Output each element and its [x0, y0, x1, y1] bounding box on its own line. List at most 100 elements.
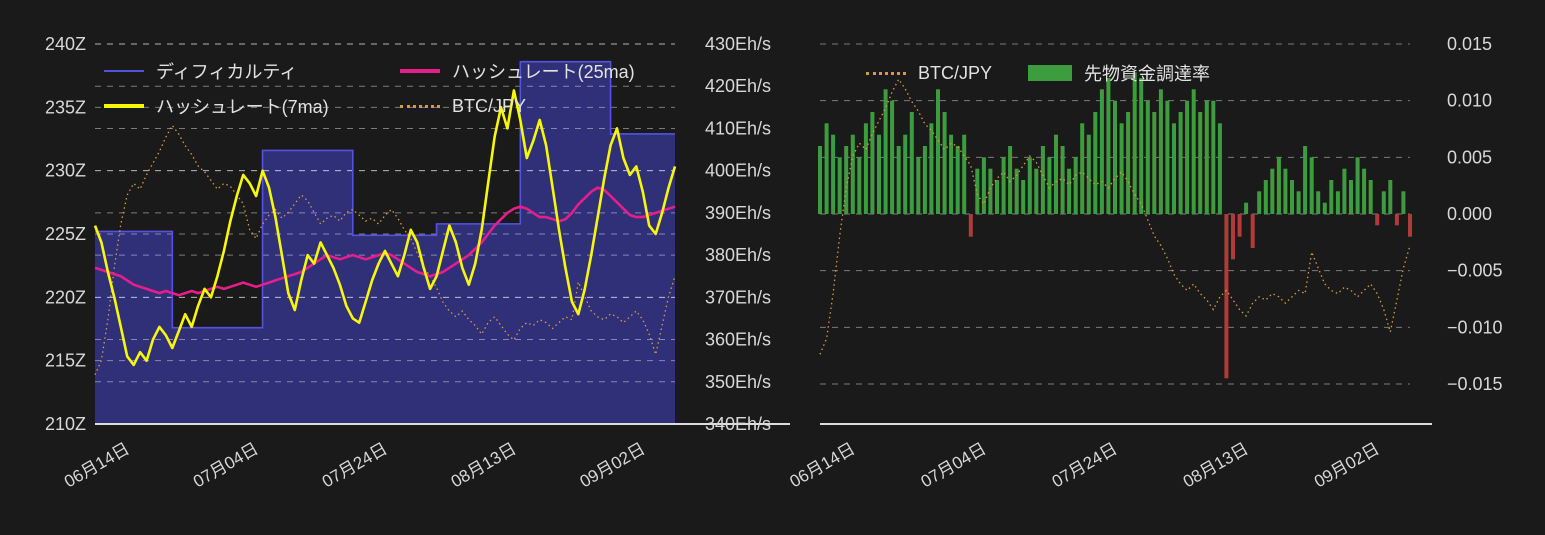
- funding-bar: [850, 134, 855, 214]
- funding-bar: [1152, 112, 1157, 214]
- legend-label-funding-rate: 先物資金調達率: [1084, 64, 1211, 84]
- funding-bar: [1335, 191, 1340, 214]
- legend-item-hashrate-7ma: ハッシュレート(7ma): [104, 95, 400, 117]
- funding-bar: [1349, 180, 1353, 214]
- hashrate-axis-tick-label: 370Eh/s: [705, 287, 771, 307]
- btcjpy-line-swatch-right: [866, 71, 906, 75]
- funding-bar: [1394, 214, 1399, 226]
- right-chart-legend: BTC/JPY 先物資金調達率: [866, 62, 1210, 84]
- funding-bar: [1322, 202, 1327, 214]
- funding-bar: [1362, 168, 1367, 214]
- funding-bar: [1054, 134, 1058, 214]
- funding-bar: [857, 157, 862, 214]
- funding-bar: [896, 146, 901, 214]
- funding-bar: [981, 157, 986, 214]
- funding-bar: [837, 157, 842, 214]
- funding-axis-tick-label: 0.005: [1447, 147, 1492, 167]
- funding-bar: [1388, 180, 1393, 214]
- legend-label-hashrate-7ma: ハッシュレート(7ma): [156, 97, 329, 117]
- hashrate-axis-tick-label: 340Eh/s: [705, 414, 771, 434]
- date-axis-tick-label: 06月14日: [787, 439, 859, 491]
- funding-bar: [903, 134, 908, 214]
- funding-bar: [863, 123, 868, 214]
- funding-bar: [1113, 100, 1117, 214]
- funding-bar: [1342, 168, 1347, 214]
- difficulty-hashrate-chart: 240Z 235Z 230Z 225Z 220Z 215Z 210Z 430Eh/s 420Eh…: [45, 34, 790, 491]
- hashrate-axis-tick-label: 430Eh/s: [705, 34, 771, 54]
- date-axis-tick-label: 07月04日: [190, 439, 262, 491]
- funding-bar: [1040, 146, 1045, 214]
- funding-bar: [936, 89, 940, 214]
- funding-bar: [1047, 157, 1052, 214]
- difficulty-axis-tick-label: 220Z: [45, 287, 86, 307]
- hashrate-7ma-line: [93, 89, 677, 367]
- difficulty-line-swatch: [104, 70, 144, 72]
- funding-bar: [1401, 191, 1406, 214]
- funding-bar: [1172, 123, 1176, 214]
- funding-bar: [1250, 214, 1255, 248]
- funding-rate-bar-swatch: [1028, 65, 1073, 81]
- funding-bar: [1008, 146, 1013, 214]
- funding-bar: [877, 134, 881, 214]
- date-axis-tick-label: 06月14日: [61, 439, 133, 491]
- funding-bar: [890, 100, 895, 214]
- legend-item-btcjpy-right: BTC/JPY: [866, 62, 992, 84]
- funding-bar: [916, 157, 921, 214]
- funding-bar: [824, 123, 829, 214]
- funding-bar: [1080, 123, 1085, 214]
- hashrate-axis-tick-label: 360Eh/s: [705, 330, 771, 350]
- hashrate-axis-tick-label: 410Eh/s: [705, 118, 771, 138]
- funding-bar: [1283, 168, 1288, 214]
- legend-label-difficulty: ディフィカルティ: [156, 62, 298, 82]
- funding-axis-tick-label: 0.010: [1447, 91, 1492, 111]
- funding-bar: [1303, 146, 1308, 214]
- funding-bar: [1270, 168, 1275, 214]
- funding-bar: [870, 112, 875, 214]
- left-chart-gridlines: [95, 43, 675, 383]
- funding-bar: [1329, 180, 1334, 214]
- legend-item-funding-rate: 先物資金調達率: [1028, 62, 1210, 84]
- funding-bar: [1244, 202, 1249, 214]
- btcjpy-line-left: [94, 124, 676, 376]
- date-axis-tick-label: 08月13日: [1180, 439, 1252, 491]
- funding-bar: [929, 123, 934, 214]
- funding-bar: [818, 146, 822, 214]
- funding-bar: [949, 134, 954, 214]
- funding-bar: [1217, 123, 1222, 214]
- btcjpy-line-swatch: [400, 104, 440, 108]
- difficulty-axis-tick-label: 225Z: [45, 224, 86, 244]
- funding-bar: [1296, 191, 1301, 214]
- funding-axis-tick-label: 0.015: [1447, 34, 1492, 54]
- funding-bar: [1224, 214, 1229, 379]
- funding-bar: [1034, 168, 1039, 214]
- funding-bar: [1316, 191, 1321, 214]
- funding-bar: [995, 180, 999, 214]
- funding-bar: [988, 168, 993, 214]
- funding-bar: [831, 134, 836, 214]
- legend-item-hashrate-25ma: ハッシュレート(25ma): [400, 60, 635, 82]
- funding-bar: [962, 134, 967, 214]
- funding-bar: [1001, 157, 1006, 214]
- funding-bar: [1165, 100, 1170, 214]
- date-axis-tick-label: 08月13日: [448, 439, 520, 491]
- funding-bar: [942, 112, 947, 214]
- funding-bar: [922, 146, 927, 214]
- date-axis-tick-label: 07月04日: [918, 439, 990, 491]
- funding-bar: [1158, 89, 1163, 214]
- funding-bar: [1073, 157, 1078, 214]
- hashrate-axis-tick-label: 400Eh/s: [705, 161, 771, 181]
- funding-bar: [909, 112, 914, 214]
- difficulty-axis-tick-label: 210Z: [45, 414, 86, 434]
- funding-bar: [1375, 214, 1380, 226]
- hashrate-axis-tick-label: 380Eh/s: [705, 245, 771, 265]
- hashrate-axis-tick-label: 350Eh/s: [705, 372, 771, 392]
- funding-bar: [1093, 112, 1098, 214]
- funding-rate-chart: 0.015 0.010 0.005 0.000 −0.005 −0.010 −0.015 06…: [787, 34, 1503, 491]
- funding-bar: [1355, 157, 1360, 214]
- funding-bar: [1290, 180, 1294, 214]
- difficulty-axis-tick-label: 215Z: [45, 351, 86, 371]
- funding-bar: [1198, 112, 1203, 214]
- hashrate-25ma-line-swatch: [400, 69, 440, 73]
